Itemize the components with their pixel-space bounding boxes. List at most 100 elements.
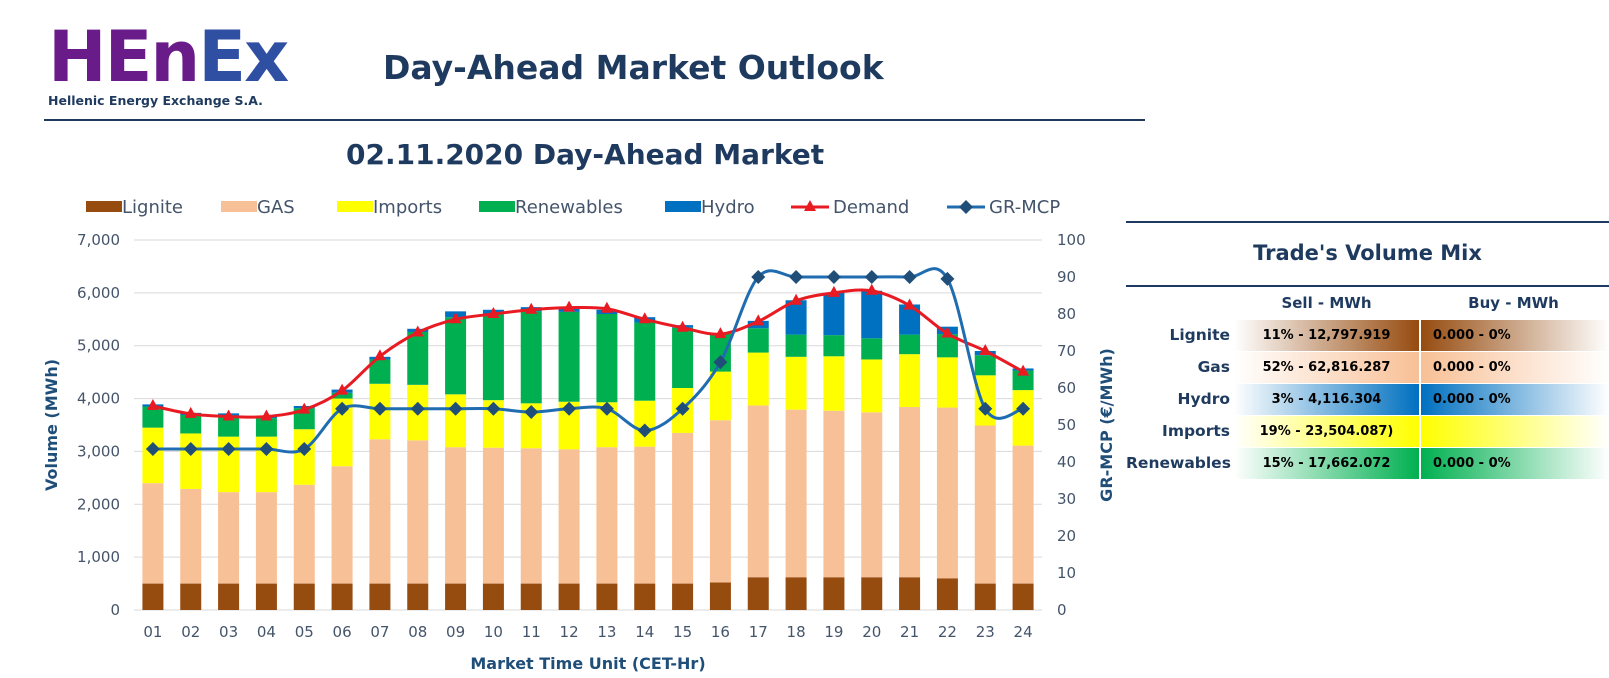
mix-buy-value (1421, 416, 1609, 447)
bar-lignite (596, 583, 618, 610)
marker-demand (676, 320, 689, 332)
marker-gr-mcp (637, 423, 652, 438)
bar-renewables (558, 311, 580, 402)
y2-tick-label: 70 (1057, 342, 1076, 360)
marker-demand (487, 307, 500, 318)
legend-swatch (479, 201, 515, 212)
bar-imports (331, 398, 353, 467)
marker-demand (827, 285, 840, 297)
bar-imports (747, 352, 769, 406)
y2-tick-label: 30 (1057, 490, 1076, 508)
bar-renewables (596, 314, 618, 403)
y2-tick-label: 50 (1057, 416, 1076, 434)
x-tick-label: 07 (370, 623, 389, 641)
legend-label: GAS (257, 197, 295, 218)
mix-buy-value: 0.000 - 0% (1421, 320, 1609, 351)
mix-row-label: Imports (1162, 422, 1230, 440)
x-tick-label: 16 (711, 623, 730, 641)
chart-title: 02.11.2020 Day-Ahead Market (346, 138, 825, 171)
bar-imports (1012, 390, 1034, 446)
bar-gas (634, 446, 656, 584)
bar-imports (861, 359, 883, 413)
bar-gas (899, 407, 921, 578)
bar-renewables (482, 314, 504, 401)
marker-demand (752, 314, 765, 326)
y-tick-label: 2,000 (77, 495, 120, 513)
x-tick-label: 10 (484, 623, 503, 641)
marker-demand (525, 302, 538, 314)
legend-label: Hydro (701, 197, 755, 218)
bar-imports (482, 400, 504, 448)
bar-lignite (899, 577, 921, 610)
y2-axis-title: GR-MCP (€/MWh) (1097, 348, 1116, 502)
mix-sell-value: 52% - 62,816.287 (1234, 352, 1419, 383)
legend-swatch (337, 201, 373, 212)
x-tick-label: 24 (1014, 623, 1033, 641)
x-tick-label: 08 (408, 623, 427, 641)
bar-lignite (369, 583, 391, 610)
mix-row-label: Renewables (1126, 454, 1231, 472)
x-tick-label: 23 (976, 623, 995, 641)
bar-renewables (445, 317, 467, 395)
bar-lignite (520, 583, 542, 610)
marker-gr-mcp (675, 401, 690, 416)
mix-buy-value: 0.000 - 0% (1421, 384, 1609, 415)
x-axis-title: Market Time Unit (CET-Hr) (470, 654, 705, 673)
bar-renewables (369, 359, 391, 384)
bar-gas (218, 492, 240, 584)
bar-renewables (255, 418, 277, 437)
bar-renewables (634, 322, 656, 401)
y2-tick-label: 0 (1057, 601, 1067, 619)
bar-renewables (142, 406, 164, 428)
legend-label: Lignite (122, 197, 183, 218)
legend-label: Renewables (515, 197, 623, 218)
bar-lignite (861, 577, 883, 610)
mix-buy-header: Buy - MWh (1468, 294, 1559, 312)
marker-gr-mcp (145, 442, 160, 457)
legend-swatch (221, 201, 257, 212)
mix-sell-value: 15% - 17,662.072 (1234, 448, 1419, 479)
marker-demand (1017, 364, 1030, 376)
bar-gas (974, 425, 996, 584)
mix-row-label: Hydro (1177, 390, 1230, 408)
marker-gr-mcp (751, 270, 766, 284)
marker-gr-mcp (486, 401, 501, 416)
bar-gas (709, 420, 731, 583)
bar-imports (823, 356, 845, 411)
marker-gr-mcp (259, 442, 274, 457)
bar-lignite (218, 583, 240, 610)
bar-renewables (823, 335, 845, 357)
marker-gr-mcp (335, 401, 350, 416)
x-tick-label: 21 (900, 623, 919, 641)
marker-gr-mcp (448, 401, 463, 416)
marker-demand (941, 326, 954, 338)
bar-lignite (407, 583, 429, 610)
bar-gas (1012, 445, 1034, 584)
x-tick-label: 22 (938, 623, 957, 641)
bar-gas (558, 449, 580, 584)
marker-demand (790, 293, 803, 305)
y2-tick-label: 100 (1057, 231, 1086, 249)
x-tick-label: 03 (219, 623, 238, 641)
bar-gas (255, 492, 277, 584)
bar-gas (520, 448, 542, 584)
marker-gr-mcp (826, 270, 841, 284)
marker-demand (600, 301, 613, 313)
bar-renewables (899, 334, 921, 355)
mix-row-label: Gas (1197, 358, 1230, 376)
mix-sell-value: 11% - 12,797.919 (1234, 320, 1419, 351)
dam-chart: 01,0002,0003,0004,0005,0006,0007,0000102… (42, 197, 1116, 673)
marker-demand (184, 406, 197, 418)
bar-lignite (785, 577, 807, 610)
marker-demand (714, 327, 727, 339)
legend-label: GR-MCP (989, 197, 1060, 218)
marker-gr-mcp (297, 442, 312, 457)
bar-lignite (1012, 583, 1034, 610)
y-tick-label: 5,000 (77, 337, 120, 355)
marker-demand (298, 402, 311, 414)
bar-imports (558, 401, 580, 450)
bar-renewables (218, 415, 240, 437)
marker-gr-mcp (1016, 401, 1031, 416)
bar-renewables (520, 311, 542, 404)
bar-imports (899, 354, 921, 408)
